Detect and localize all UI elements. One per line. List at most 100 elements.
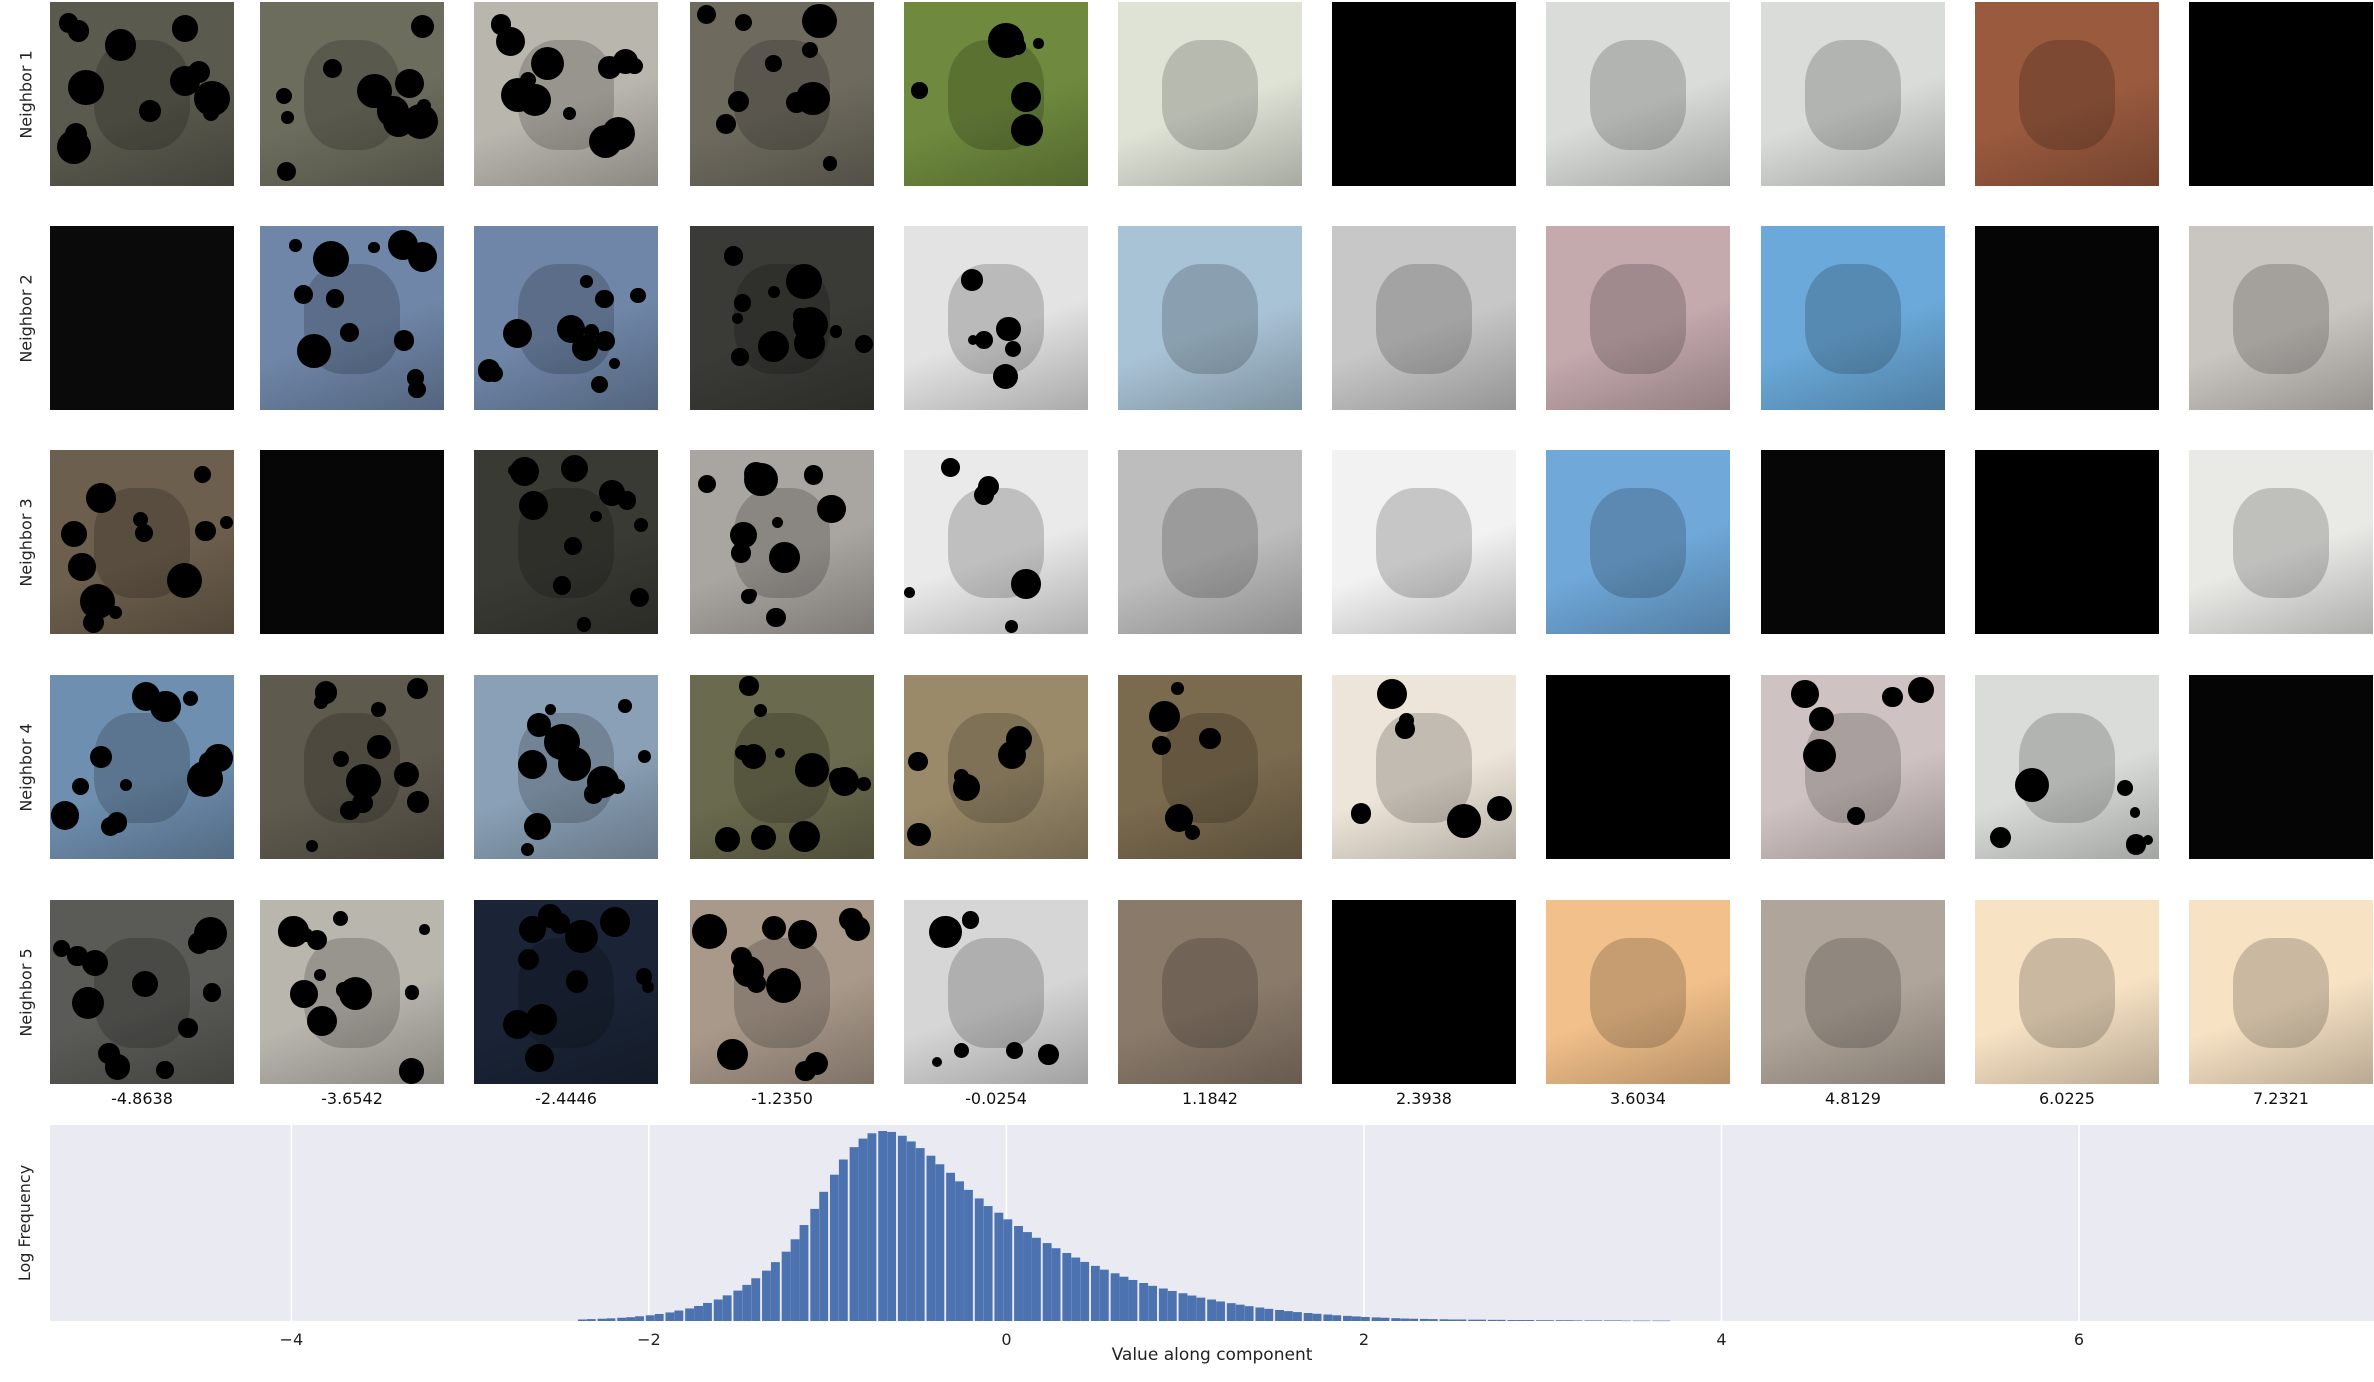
mask-blob <box>564 537 583 556</box>
thumbnail-subject <box>304 938 400 1048</box>
histogram-bar <box>1178 1293 1188 1321</box>
neighbor-thumbnail <box>50 900 234 1084</box>
mask-blob <box>1908 676 1935 703</box>
histogram-bar <box>858 1138 868 1321</box>
mask-blob <box>1006 1041 1024 1059</box>
histogram-bar <box>1573 1320 1583 1321</box>
mask-blob <box>793 308 808 323</box>
mask-blob <box>731 543 751 563</box>
mask-blob <box>406 790 429 813</box>
thumbnail-subject <box>518 488 614 598</box>
histogram-bar <box>1516 1320 1526 1321</box>
histogram-bar <box>849 1147 859 1321</box>
mask-blob <box>219 515 234 529</box>
mask-blob <box>404 985 420 1001</box>
histogram-bar <box>1604 1320 1613 1321</box>
neighbor-thumbnail <box>1975 450 2159 634</box>
mask-blob <box>485 364 504 382</box>
mask-blob <box>844 915 870 941</box>
mask-blob <box>561 454 589 483</box>
mask-blob <box>398 1058 424 1084</box>
thumbnail-subject <box>1162 488 1258 598</box>
mask-blob <box>1004 340 1021 357</box>
histogram-bar <box>897 1135 907 1321</box>
mask-blob <box>715 114 736 134</box>
mask-blob <box>507 465 519 477</box>
histogram-bar <box>1023 1232 1032 1321</box>
mask-blob <box>787 919 817 949</box>
histogram-bar <box>964 1189 973 1321</box>
neighbor-thumbnail <box>1546 226 1730 410</box>
column-center-label: 3.6034 <box>1610 1089 1666 1108</box>
thumbnail-subject <box>518 40 614 150</box>
histogram-bar <box>1128 1279 1138 1321</box>
thumbnail-subject <box>518 713 614 823</box>
histogram-bar <box>926 1155 936 1321</box>
histogram-bar <box>1275 1309 1284 1321</box>
mask-blob <box>1184 824 1201 841</box>
mask-blob <box>595 289 614 309</box>
histogram-bar <box>1343 1315 1352 1321</box>
histogram-bar <box>1351 1316 1361 1321</box>
mask-blob <box>297 334 331 369</box>
mask-blob <box>314 681 337 704</box>
histogram-bar <box>1652 1320 1662 1322</box>
mask-blob <box>723 246 744 267</box>
column-center-label: 7.2321 <box>2253 1089 2309 1108</box>
histogram-bar <box>1167 1290 1177 1321</box>
histogram-bar <box>810 1208 820 1321</box>
neighbor-thumbnail <box>2189 2 2373 186</box>
mask-blob <box>2116 780 2133 796</box>
histogram-bar <box>1196 1297 1206 1321</box>
mask-blob <box>545 703 557 715</box>
mask-blob <box>526 1003 558 1035</box>
mask-blob <box>502 1010 532 1040</box>
histogram-bar <box>1014 1226 1023 1321</box>
mask-blob <box>387 230 418 261</box>
mask-blob <box>2142 834 2154 846</box>
mask-blob <box>383 106 415 138</box>
mask-blob <box>313 694 329 710</box>
row-label: Neighbor 3 <box>2 450 50 634</box>
mask-blob <box>730 947 752 969</box>
mask-blob <box>1004 620 1018 634</box>
mask-blob <box>203 104 220 121</box>
mask-blob <box>51 801 80 830</box>
mask-blob <box>106 812 128 834</box>
mask-blob <box>1151 735 1172 756</box>
mask-blob <box>590 375 609 393</box>
mask-blob <box>419 924 430 935</box>
mask-blob <box>1149 701 1181 733</box>
histogram-bar <box>887 1131 897 1321</box>
mask-blob <box>598 56 621 79</box>
mask-blob <box>753 703 767 717</box>
histogram-bar <box>1448 1319 1458 1321</box>
mask-blob <box>338 976 373 1011</box>
mask-blob <box>131 682 161 712</box>
mask-blob <box>156 1061 174 1079</box>
mask-blob <box>609 779 625 795</box>
histogram-bar <box>1284 1311 1293 1321</box>
thumbnail-subject <box>2233 264 2329 374</box>
row-label: Neighbor 5 <box>2 900 50 1084</box>
mask-blob <box>557 747 592 781</box>
neighbor-thumbnail <box>2189 226 2373 410</box>
mask-blob <box>322 59 342 79</box>
histogram-bar <box>645 1315 655 1321</box>
mask-blob <box>67 945 88 966</box>
mask-blob <box>911 82 928 99</box>
mask-blob <box>1006 725 1033 752</box>
mask-blob <box>367 735 391 759</box>
histogram: −4 −2 0 2 4 6 Log Frequency Value along compo… <box>15 1125 2374 1365</box>
mask-blob <box>336 982 352 998</box>
thumbnail-subject <box>1162 713 1258 823</box>
histogram-bar <box>781 1251 791 1321</box>
mask-blob <box>739 676 759 696</box>
mask-blob <box>345 764 381 800</box>
mask-blob <box>71 986 104 1020</box>
mask-blob <box>634 518 649 533</box>
mask-blob <box>357 73 392 109</box>
neighbor-thumbnail <box>474 450 658 634</box>
histogram-bar <box>1621 1320 1631 1322</box>
histogram-bar <box>994 1212 1004 1321</box>
